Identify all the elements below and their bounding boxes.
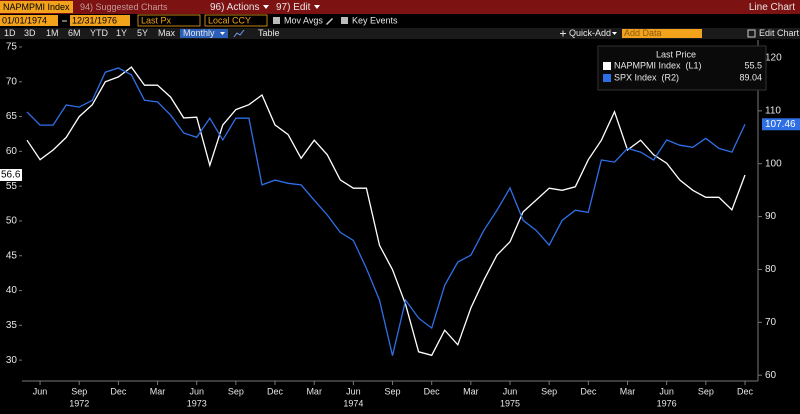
- actions-menu[interactable]: 96) Actions: [210, 2, 259, 13]
- x-tick-label: Dec: [737, 386, 754, 396]
- dropdown-arrow: [220, 32, 225, 35]
- last-value-box: [0, 169, 22, 182]
- x-tick-label: Dec: [267, 386, 284, 396]
- mov-avgs[interactable]: Mov Avgs: [284, 15, 323, 25]
- field[interactable]: Last Px: [141, 15, 172, 25]
- y-tick-label: 50: [6, 216, 18, 227]
- suggested-charts[interactable]: 94) Suggested Charts: [80, 2, 168, 12]
- start-date[interactable]: 01/01/1974: [2, 15, 47, 25]
- legend-label: NAPMPMI Index (L1): [614, 60, 702, 70]
- last-value-label: 56.6: [1, 170, 21, 181]
- y-tick-label: 70: [6, 76, 18, 87]
- edit-chart[interactable]: Edit Chart: [759, 28, 800, 38]
- legend-swatch: [603, 74, 611, 82]
- end-date[interactable]: 12/31/1976: [72, 15, 117, 25]
- y-tick-label: 40: [6, 285, 18, 296]
- x-tick-label: Sep: [698, 386, 714, 396]
- period-button[interactable]: 1M: [46, 28, 59, 38]
- legend-value: 55.5: [744, 60, 762, 70]
- x-tick-label: Sep: [71, 386, 87, 396]
- dropdown-arrow: [612, 32, 617, 35]
- period-button[interactable]: 6M: [68, 28, 81, 38]
- x-tick-label: Jun: [659, 386, 674, 396]
- y2-tick-label: 90: [765, 211, 777, 222]
- x-tick-label: Dec: [110, 386, 127, 396]
- y2-tick-label: 100: [765, 158, 782, 169]
- x-tick-label: Jun: [503, 386, 518, 396]
- y2-tick-label: 120: [765, 53, 782, 64]
- x-tick-label: Jun: [189, 386, 204, 396]
- field-box[interactable]: [137, 14, 201, 27]
- y2-tick-label: 70: [765, 317, 777, 328]
- last-value-label: 107.46: [765, 119, 796, 130]
- currency-box[interactable]: [204, 14, 268, 27]
- currency[interactable]: Local CCY: [208, 15, 251, 25]
- y2-tick-label: 80: [765, 264, 777, 275]
- add-data[interactable]: Add Data: [624, 28, 662, 38]
- x-year-label: 1973: [187, 398, 207, 408]
- y-tick-label: 65: [6, 111, 18, 122]
- period-button[interactable]: 1D: [4, 28, 16, 38]
- y-tick-label: 30: [6, 355, 18, 366]
- pencil-icon[interactable]: [326, 18, 333, 25]
- legend-swatch: [603, 62, 611, 70]
- chart-icon[interactable]: [233, 29, 245, 38]
- x-year-label: 1976: [657, 398, 677, 408]
- security-box[interactable]: [0, 1, 73, 13]
- x-tick-label: Sep: [228, 386, 244, 396]
- checkbox[interactable]: [273, 17, 280, 24]
- y-tick-label: 55: [6, 181, 18, 192]
- checkbox[interactable]: [341, 17, 348, 24]
- x-tick-label: Mar: [463, 386, 479, 396]
- end-date-box[interactable]: [70, 15, 130, 26]
- x-tick-label: Jun: [346, 386, 361, 396]
- range-bar: [0, 28, 800, 39]
- x-tick-label: Mar: [306, 386, 322, 396]
- x-year-label: 1972: [69, 398, 89, 408]
- start-date-box[interactable]: [0, 15, 58, 26]
- add-data-box[interactable]: [622, 29, 702, 38]
- period-button[interactable]: Max: [158, 28, 176, 38]
- last-value-box: [762, 118, 800, 131]
- x-tick-label: Dec: [424, 386, 441, 396]
- y2-tick-label: 60: [765, 370, 777, 381]
- security[interactable]: NAPMPMI Index: [3, 2, 70, 12]
- edit-chart-icon[interactable]: [747, 29, 756, 38]
- table-button[interactable]: Table: [258, 28, 280, 38]
- legend-label: SPX Index (R2): [614, 72, 679, 82]
- x-tick-label: Mar: [150, 386, 166, 396]
- dropdown-arrow: [314, 5, 320, 9]
- x-tick-label: Dec: [580, 386, 597, 396]
- x-year-label: 1975: [500, 398, 520, 408]
- edit-menu[interactable]: 97) Edit: [276, 2, 311, 13]
- period-button[interactable]: YTD: [90, 28, 109, 38]
- quick-add[interactable]: Quick-Add: [569, 28, 611, 38]
- y-tick-label: 45: [6, 250, 18, 261]
- y-tick-label: 75: [6, 42, 18, 53]
- y2-tick-label: 110: [765, 105, 781, 116]
- legend-box: [597, 45, 767, 91]
- y-tick-label: 35: [6, 320, 18, 331]
- series-line: [26, 66, 746, 357]
- x-tick-label: Mar: [620, 386, 636, 396]
- period-button[interactable]: 3D: [24, 28, 36, 38]
- x-tick-label: Sep: [541, 386, 557, 396]
- title-bar: [0, 0, 800, 14]
- frequency[interactable]: Monthly: [183, 28, 215, 38]
- series-line: [26, 67, 746, 356]
- x-year-label: 1974: [343, 398, 363, 408]
- key-events[interactable]: Key Events: [352, 15, 398, 25]
- dropdown-arrow: [263, 5, 269, 9]
- legend-title: Last Price: [656, 49, 696, 59]
- legend-value: 89.04: [739, 72, 762, 82]
- frequency-box[interactable]: [180, 29, 228, 38]
- x-tick-label: Jun: [33, 386, 48, 396]
- x-tick-label: Sep: [385, 386, 401, 396]
- period-button[interactable]: 1Y: [116, 28, 127, 38]
- period-button[interactable]: 5Y: [137, 28, 148, 38]
- y-tick-label: 60: [6, 146, 18, 157]
- plus-icon: [560, 30, 566, 37]
- view-name: Line Chart: [749, 2, 795, 13]
